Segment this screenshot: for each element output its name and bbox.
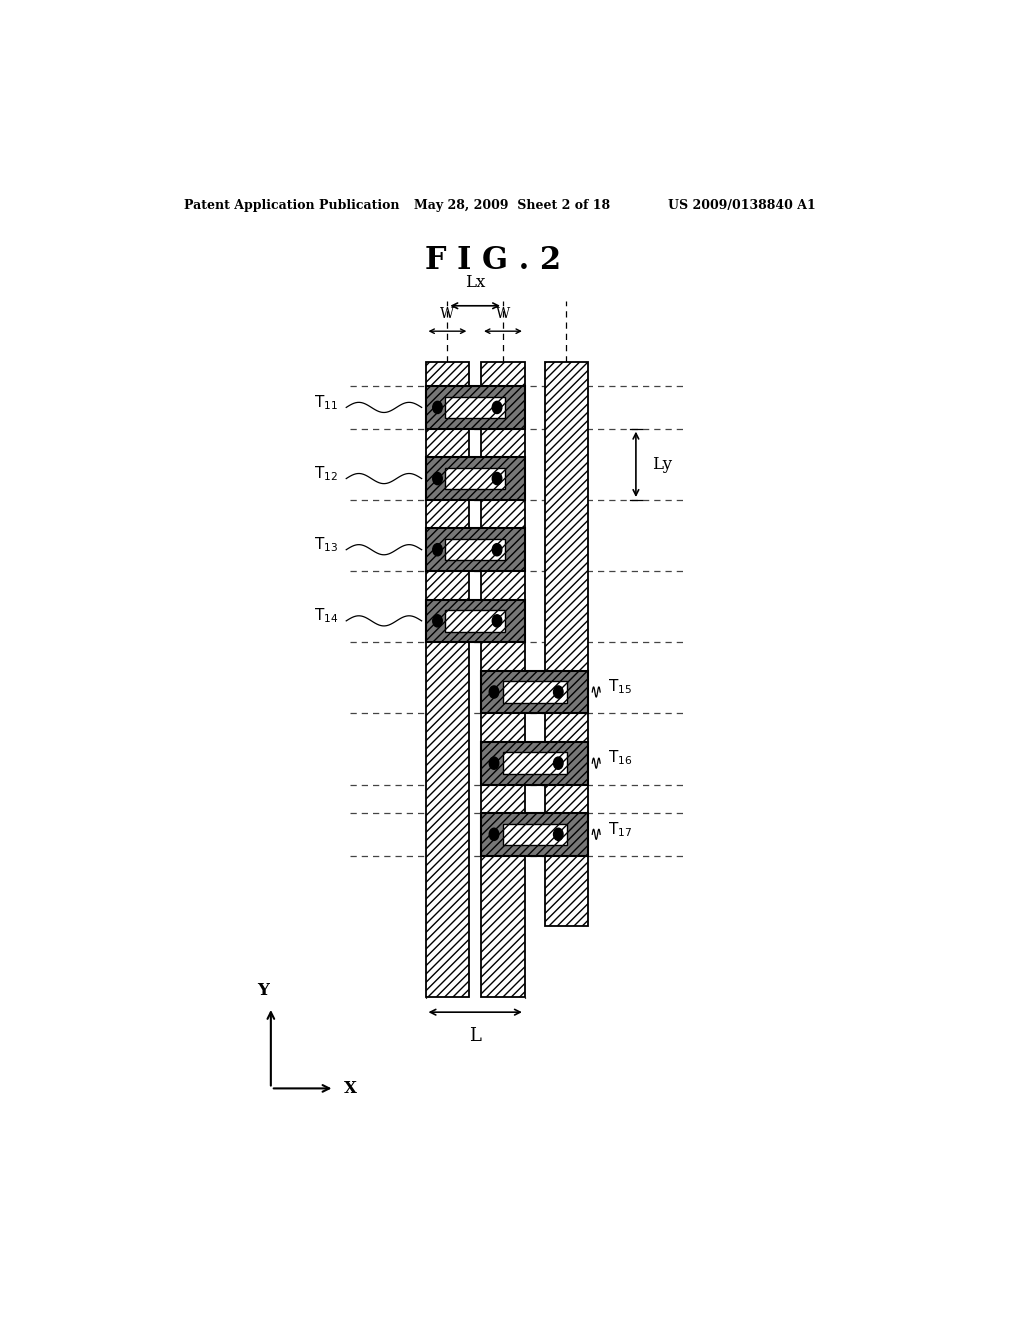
Bar <box>481 742 589 784</box>
Bar <box>445 467 505 490</box>
Bar <box>481 813 589 855</box>
Bar <box>426 362 469 997</box>
Text: $\mathrm{T}_{17}$: $\mathrm{T}_{17}$ <box>608 820 632 838</box>
Text: $\mathrm{T}_{16}$: $\mathrm{T}_{16}$ <box>608 748 633 767</box>
Bar <box>445 610 505 631</box>
Circle shape <box>493 615 502 627</box>
Text: Y: Y <box>257 982 269 999</box>
Bar <box>503 752 567 774</box>
Bar <box>503 681 567 702</box>
Circle shape <box>489 758 499 770</box>
Text: F I G . 2: F I G . 2 <box>425 244 561 276</box>
Circle shape <box>489 828 499 841</box>
Circle shape <box>554 686 563 698</box>
Bar <box>445 397 505 418</box>
Text: $\mathrm{T}_{11}$: $\mathrm{T}_{11}$ <box>314 393 338 412</box>
Text: W: W <box>496 308 510 321</box>
Circle shape <box>433 401 442 413</box>
Text: X: X <box>344 1080 356 1097</box>
Bar <box>426 599 525 643</box>
Text: Lx: Lx <box>465 273 485 290</box>
Text: L: L <box>469 1027 481 1045</box>
Circle shape <box>433 473 442 484</box>
Text: $\mathrm{T}_{13}$: $\mathrm{T}_{13}$ <box>314 536 338 554</box>
Circle shape <box>554 758 563 770</box>
Bar <box>481 362 525 997</box>
Text: $\mathrm{T}_{12}$: $\mathrm{T}_{12}$ <box>314 465 338 483</box>
Circle shape <box>493 544 502 556</box>
Text: May 28, 2009  Sheet 2 of 18: May 28, 2009 Sheet 2 of 18 <box>414 199 610 213</box>
Circle shape <box>433 544 442 556</box>
Text: Ly: Ly <box>652 455 672 473</box>
Circle shape <box>554 828 563 841</box>
Circle shape <box>493 401 502 413</box>
Bar <box>545 362 589 925</box>
Text: Patent Application Publication: Patent Application Publication <box>183 199 399 213</box>
Text: W: W <box>440 308 455 321</box>
Text: $\mathrm{T}_{14}$: $\mathrm{T}_{14}$ <box>314 606 338 626</box>
Circle shape <box>433 615 442 627</box>
Bar <box>481 671 589 713</box>
Circle shape <box>489 686 499 698</box>
Text: $\mathrm{T}_{15}$: $\mathrm{T}_{15}$ <box>608 677 632 696</box>
Circle shape <box>493 473 502 484</box>
Bar <box>445 539 505 561</box>
Bar <box>426 528 525 572</box>
Bar <box>426 385 525 429</box>
Bar <box>503 824 567 845</box>
Bar <box>426 457 525 500</box>
Text: US 2009/0138840 A1: US 2009/0138840 A1 <box>668 199 815 213</box>
